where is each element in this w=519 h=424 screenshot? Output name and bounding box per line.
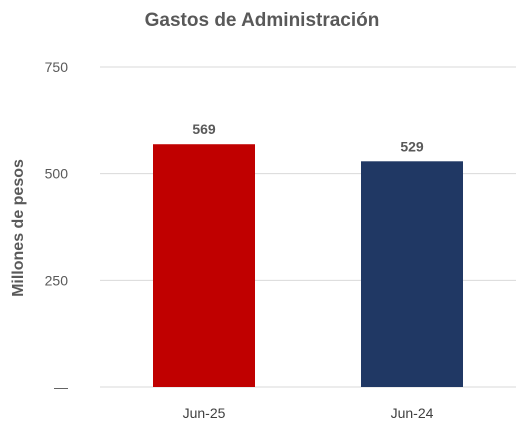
- bar-jun-24: [361, 161, 463, 387]
- bars: [153, 144, 463, 387]
- y-tick-label: —: [54, 379, 68, 395]
- bar-jun-25: [153, 144, 255, 387]
- x-tick-label: Jun-25: [183, 405, 226, 421]
- data-label: 569: [192, 121, 216, 137]
- y-tick-label: 750: [45, 59, 69, 75]
- data-label: 529: [400, 138, 424, 154]
- y-axis-label: Millones de pesos: [10, 159, 27, 297]
- x-tick-label: Jun-24: [391, 405, 434, 421]
- chart-title: Gastos de Administración: [145, 10, 380, 31]
- x-axis-ticks: Jun-25 Jun-24: [183, 405, 434, 421]
- y-axis-ticks: — 250 500 750: [45, 59, 69, 395]
- y-tick-label: 500: [45, 166, 69, 182]
- y-tick-label: 250: [45, 272, 69, 288]
- data-labels: 569 529: [192, 121, 424, 154]
